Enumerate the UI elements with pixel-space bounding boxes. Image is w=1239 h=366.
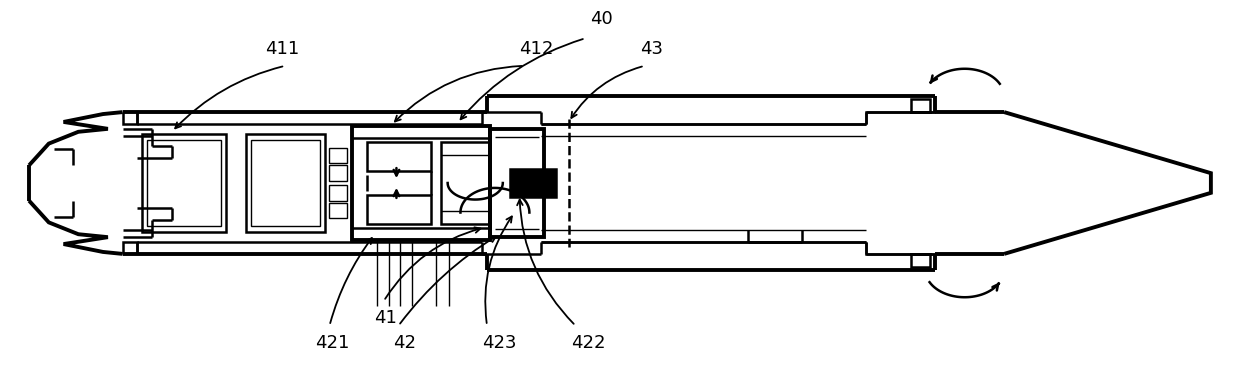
Text: 422: 422: [571, 334, 605, 352]
Text: 41: 41: [374, 309, 396, 327]
Text: 412: 412: [519, 40, 554, 58]
Text: 40: 40: [591, 10, 613, 29]
Polygon shape: [509, 169, 556, 197]
Text: 43: 43: [639, 40, 663, 58]
Text: 421: 421: [315, 334, 349, 352]
Text: 411: 411: [265, 40, 300, 58]
Text: 42: 42: [394, 334, 416, 352]
Text: 423: 423: [482, 334, 517, 352]
